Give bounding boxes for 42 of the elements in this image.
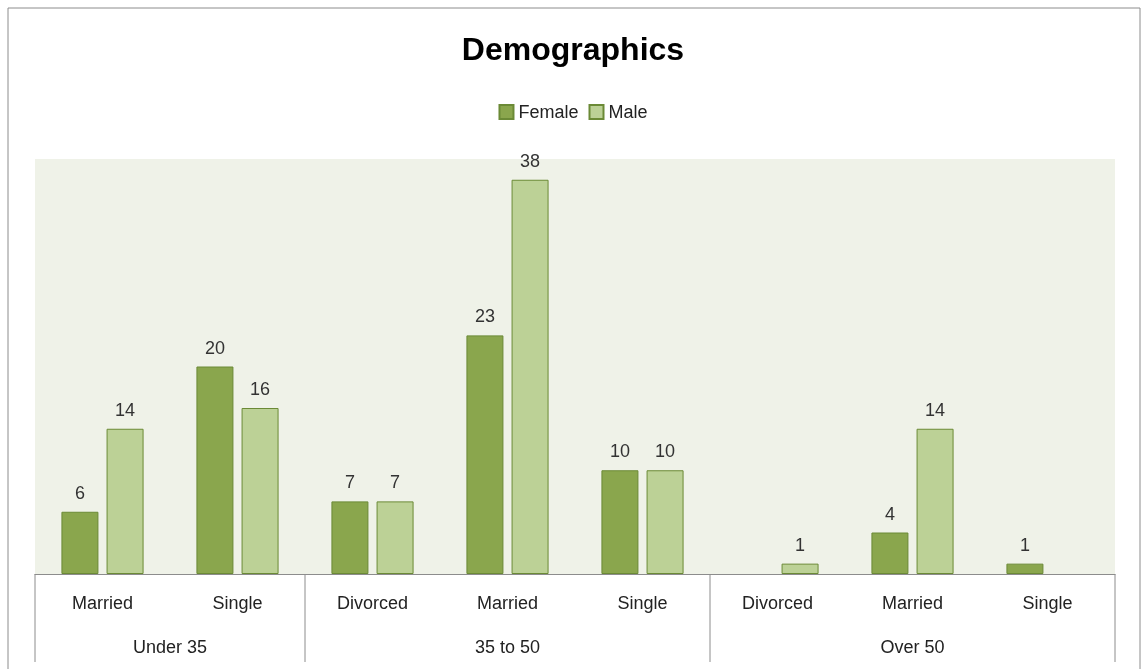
data-label: 20 (204, 337, 225, 358)
x-tick-label: Married (476, 593, 539, 613)
bar (196, 366, 234, 574)
data-label: 6 (74, 482, 85, 503)
x-tick-label: Single (617, 593, 668, 613)
legend-label: Female (518, 102, 579, 122)
data-label: 16 (250, 379, 271, 399)
data-label: 7 (390, 472, 401, 493)
x-tick-label: Married (71, 593, 134, 613)
x-tick-label: Single (212, 593, 263, 613)
bar (781, 563, 819, 574)
data-label: 4 (884, 503, 895, 524)
data-label: 10 (609, 441, 630, 462)
bar (1006, 563, 1044, 574)
bar (331, 501, 369, 574)
x-tick-label: Single (1022, 593, 1073, 613)
data-label: 23 (474, 306, 495, 327)
x-tick-label: Divorced (336, 593, 409, 613)
bar (61, 511, 99, 574)
bar (601, 470, 639, 574)
text: 35 to 50 (474, 637, 541, 657)
x-tick-label: Divorced (741, 593, 814, 613)
bar (511, 179, 549, 574)
data-label: 14 (115, 399, 136, 420)
bar (646, 470, 684, 574)
text: Under 35 (132, 637, 208, 657)
data-label: 7 (344, 472, 355, 493)
data-label: 1 (795, 534, 806, 555)
bar (871, 532, 909, 574)
data-label: 10 (655, 441, 676, 462)
bar (376, 501, 414, 574)
x-tick-label: Married (881, 593, 944, 613)
legend-label: Male (608, 102, 648, 122)
bar (106, 428, 144, 574)
text: Over 50 (880, 637, 945, 657)
chart-title: Demographics (461, 31, 685, 67)
data-label: 14 (925, 399, 946, 420)
bar (466, 335, 504, 574)
data-label: 38 (520, 150, 541, 171)
bar (916, 428, 954, 574)
bar (241, 408, 279, 574)
data-label: 1 (1019, 534, 1030, 555)
